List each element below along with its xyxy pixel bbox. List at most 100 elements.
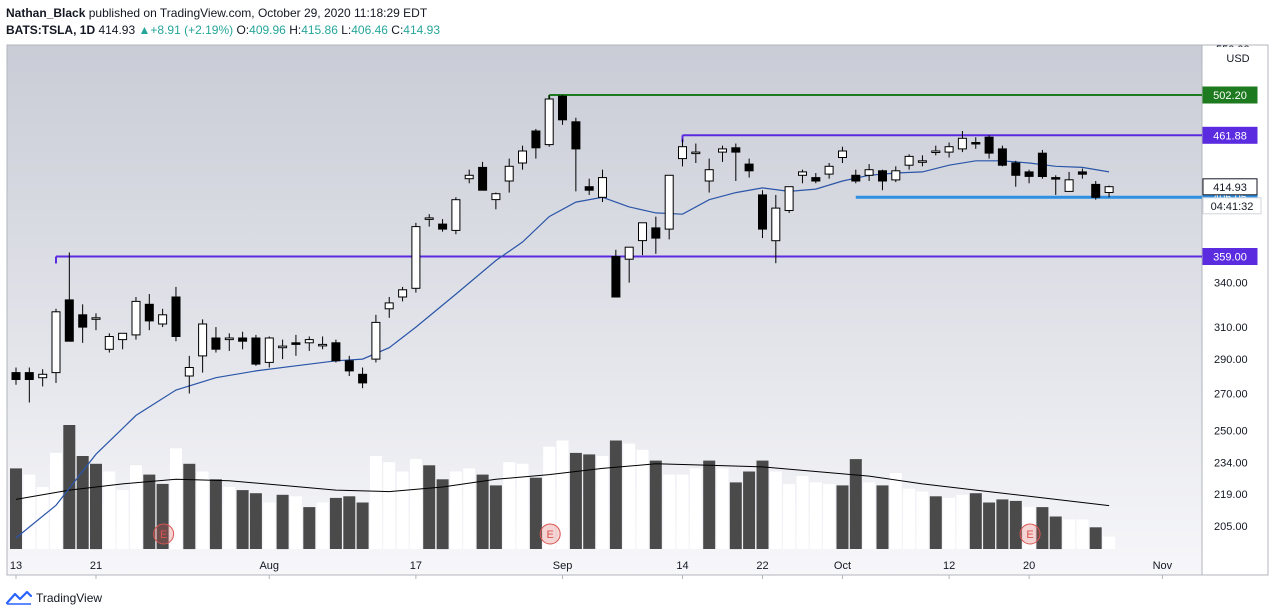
volume-bar	[209, 479, 222, 550]
candle-body	[518, 150, 527, 164]
volume-bar	[716, 468, 729, 549]
volume-bar	[863, 482, 876, 550]
volume-bar	[969, 493, 982, 549]
volume-bar	[236, 490, 249, 549]
open-value: 409.96	[249, 23, 286, 37]
volume-bar	[503, 462, 516, 549]
price-tick-label: 234.00	[1214, 457, 1248, 469]
candle-body	[238, 337, 248, 342]
volume-bar	[383, 462, 396, 549]
time-axis-ticks: 13 21 Aug 17 Sep 14 22 Oct 12 20 Nov	[10, 560, 1173, 579]
volume-bar	[449, 471, 462, 549]
level-price-badge: 461.88	[1213, 130, 1247, 142]
volume-bar	[836, 485, 849, 549]
volume-bar	[663, 474, 676, 549]
candle-body	[291, 342, 301, 345]
candle-body	[1024, 171, 1034, 177]
volume-bar	[649, 460, 662, 549]
candle-body	[571, 121, 581, 150]
volume-bar	[409, 459, 422, 549]
level-price-badge-bg	[1202, 86, 1258, 104]
candle-body	[144, 303, 154, 322]
candle-body	[451, 199, 461, 231]
candle-body	[438, 223, 448, 230]
candle-body	[251, 337, 261, 365]
candle-body	[104, 336, 114, 350]
candle-body	[744, 163, 754, 172]
candle-body	[504, 165, 514, 182]
candle-body	[78, 314, 88, 328]
volume-bar	[689, 468, 702, 549]
author-name[interactable]: Nathan_Black	[6, 6, 86, 20]
candle-body	[1037, 152, 1047, 177]
volume-bar	[569, 452, 582, 549]
volume-bar	[489, 485, 502, 549]
change-value: +8.91 (+2.19%)	[150, 23, 234, 37]
price-tick-label: 310.00	[1214, 322, 1248, 334]
candle-body	[38, 373, 48, 379]
volume-bar	[249, 493, 262, 549]
volume-bar	[276, 494, 289, 550]
candle-body	[478, 166, 488, 191]
candle-body	[464, 174, 474, 180]
volume-bar	[396, 471, 409, 549]
volume-bar	[703, 460, 716, 549]
volume-bar	[1063, 519, 1076, 549]
candle-body	[824, 165, 834, 175]
candle-body	[678, 146, 687, 160]
volume-bar	[743, 471, 756, 549]
candle-body	[158, 314, 168, 325]
volume-bar	[729, 482, 742, 550]
symbol-label[interactable]: BATS:TSLA, 1D	[6, 23, 96, 37]
volume-bar	[956, 494, 969, 550]
volume-bar	[36, 487, 49, 549]
candle-body	[798, 171, 807, 176]
time-tick-label: 13	[10, 560, 22, 572]
high-value: 415.86	[301, 23, 338, 37]
volume-bar	[76, 456, 89, 549]
candle-body	[398, 289, 408, 298]
time-tick-label: 12	[943, 560, 955, 572]
volume-bar	[1089, 527, 1102, 549]
volume-bar	[849, 459, 862, 549]
candle-body	[891, 170, 901, 181]
volume-bar	[103, 471, 116, 549]
price-chart[interactable]: 550.00 USD EEE 205.00219.00234.00250.002…	[0, 0, 1274, 585]
volume-bar	[889, 473, 902, 550]
candle-body	[64, 299, 74, 342]
candle-body	[531, 130, 541, 149]
chart-header: Nathan_Black published on TradingView.co…	[6, 5, 1266, 38]
price-tick-label: 219.00	[1214, 489, 1248, 501]
volume-bar	[316, 502, 329, 549]
time-tick-label: Oct	[834, 560, 851, 572]
volume-bar	[783, 483, 796, 549]
price-axis-ticks: 205.00 219.00 234.00 250.00 270.00 290.00 310.…	[1214, 278, 1248, 533]
low-label: L:	[341, 23, 352, 37]
close-label: C:	[391, 23, 404, 37]
candle-body	[638, 222, 647, 242]
candle-body	[1051, 177, 1061, 180]
volume-bar	[63, 425, 76, 549]
candle-body	[651, 227, 661, 239]
candle-body	[424, 217, 434, 220]
volume-bar	[876, 485, 889, 549]
time-tick-label: 17	[410, 560, 422, 572]
candle-body	[1077, 171, 1087, 175]
volume-bar	[916, 491, 929, 549]
price-tick-label: 340.00	[1214, 278, 1248, 290]
level-price-badge: 502.20	[1213, 90, 1247, 102]
tradingview-brand[interactable]: TradingView	[36, 591, 103, 605]
candle-body	[971, 142, 981, 145]
candle-body	[731, 147, 741, 153]
candle-body	[184, 367, 194, 377]
volume-bar	[369, 456, 382, 549]
candles	[11, 95, 1114, 403]
close-value: 414.93	[403, 23, 440, 37]
volume-bar	[1076, 519, 1089, 549]
level-price-badge: 359.00	[1213, 252, 1247, 264]
candle-body	[784, 186, 794, 211]
candle-body	[118, 332, 128, 341]
candle-body	[771, 207, 781, 242]
